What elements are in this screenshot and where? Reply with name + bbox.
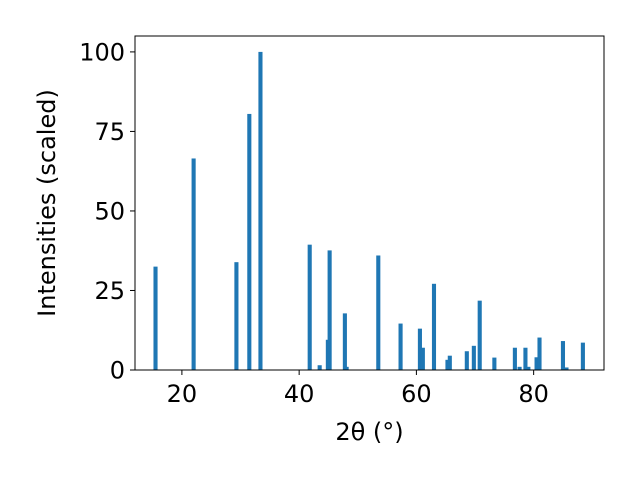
bar-peak-12 bbox=[398, 323, 403, 370]
bar-peak-6 bbox=[317, 365, 322, 370]
bar-peak-5 bbox=[307, 244, 312, 370]
x-axis-label: 2θ (°) bbox=[335, 418, 403, 446]
bar-peak-17 bbox=[447, 355, 452, 370]
x-tick-label-2: 60 bbox=[401, 380, 432, 408]
bar-peak-21 bbox=[492, 357, 497, 370]
bar-peak-4 bbox=[258, 51, 263, 371]
y-tick-label-2: 50 bbox=[94, 197, 125, 225]
bar-peak-18 bbox=[464, 351, 469, 370]
bar-peak-1 bbox=[191, 158, 196, 370]
y-tick-label-1: 25 bbox=[94, 277, 125, 305]
bar-peak-29 bbox=[564, 367, 569, 370]
y-tick-label-3: 75 bbox=[94, 118, 125, 146]
bar-peak-13 bbox=[417, 328, 422, 370]
bar-peak-23 bbox=[517, 366, 522, 370]
bar-peak-11 bbox=[376, 255, 381, 370]
bar-peak-9 bbox=[342, 313, 347, 370]
bars-group bbox=[153, 51, 585, 371]
x-tick-label-1: 40 bbox=[284, 380, 315, 408]
bar-peak-19 bbox=[471, 345, 476, 370]
bar-peak-3 bbox=[247, 113, 252, 371]
y-tick-label-4: 100 bbox=[79, 38, 125, 66]
bar-peak-8 bbox=[327, 250, 332, 370]
bar-peak-2 bbox=[234, 262, 239, 370]
bar-peak-28 bbox=[560, 341, 566, 370]
y-tick-label-0: 0 bbox=[110, 357, 125, 385]
bar-peak-27 bbox=[537, 337, 542, 370]
bar-peak-20 bbox=[477, 300, 482, 370]
x-tick-label-3: 80 bbox=[518, 380, 549, 408]
y-axis-label: Intensities (scaled) bbox=[33, 89, 61, 317]
x-ticks-group: 20 40 60 80 bbox=[167, 370, 549, 408]
bar-peak-14 bbox=[420, 347, 425, 370]
bar-peak-15 bbox=[431, 283, 437, 370]
bar-peak-16 bbox=[445, 359, 450, 370]
bar-peak-22 bbox=[512, 347, 517, 370]
bar-peak-10 bbox=[344, 366, 349, 370]
bar-peak-0 bbox=[153, 266, 158, 370]
axes-frame bbox=[134, 35, 605, 371]
y-ticks-group: 0 25 50 75 100 bbox=[79, 38, 135, 385]
bar-peak-24 bbox=[523, 347, 528, 370]
bar-peak-25 bbox=[526, 366, 531, 370]
x-tick-label-0: 20 bbox=[167, 380, 198, 408]
bar-peak-30 bbox=[580, 342, 585, 370]
bar-peak-26 bbox=[534, 357, 539, 370]
